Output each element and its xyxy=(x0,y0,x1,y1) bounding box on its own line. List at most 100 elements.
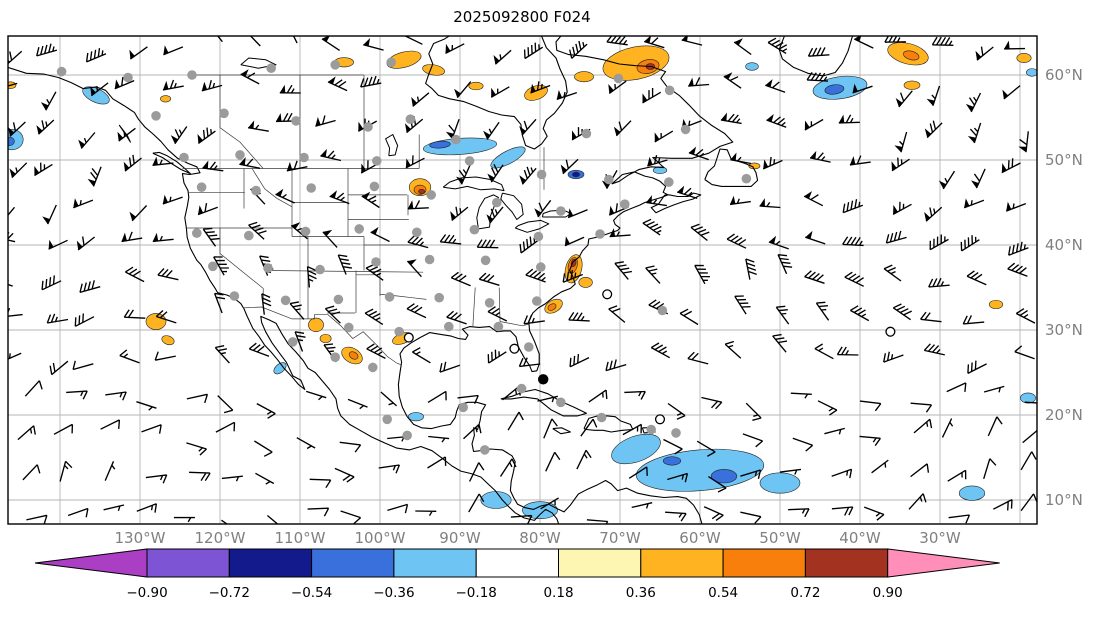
station-dot xyxy=(263,263,273,273)
wind-barb xyxy=(105,392,126,400)
lake-outline xyxy=(515,220,549,232)
wind-barb-pennant xyxy=(1002,90,1008,99)
wind-barb xyxy=(216,422,235,432)
wind-barb-pennant xyxy=(411,97,417,106)
wind-barb xyxy=(967,271,986,285)
wind-barb xyxy=(809,47,830,56)
open-circle-marker xyxy=(510,344,519,353)
wind-barb-pennant xyxy=(41,102,49,110)
lat-tick-label: 60°N xyxy=(1045,66,1083,84)
station-dot xyxy=(451,135,461,145)
wind-barb xyxy=(68,509,88,518)
wind-barb-pennant xyxy=(153,157,159,166)
wind-barb-pennant xyxy=(614,127,620,136)
wind-barb xyxy=(125,267,144,281)
station-dot xyxy=(197,182,207,192)
station-dot xyxy=(179,153,189,163)
anomaly-shaded-region xyxy=(1017,53,1031,62)
wind-barb xyxy=(993,500,1012,511)
station-dot xyxy=(386,58,396,68)
wind-barb xyxy=(457,82,471,98)
wind-barb-pennant xyxy=(198,134,203,143)
station-dot xyxy=(306,183,316,193)
wind-barb xyxy=(581,419,597,436)
coastline xyxy=(553,428,571,434)
wind-barb xyxy=(743,434,763,447)
anomaly-shaded-region xyxy=(579,277,593,287)
wind-barb xyxy=(643,219,662,235)
wind-barb-pennant xyxy=(323,230,332,236)
anomaly-shaded-region xyxy=(746,63,759,71)
wind-barb xyxy=(186,443,206,455)
wind-barb xyxy=(104,505,124,511)
wind-barb-pennant xyxy=(34,166,39,176)
wind-barb xyxy=(37,44,57,56)
colorbar-tick-label: −0.72 xyxy=(209,585,250,601)
wind-barb-pennant xyxy=(810,151,816,159)
wind-barb-pennant xyxy=(124,162,130,171)
anomaly-shaded-region xyxy=(572,172,579,177)
wind-barb-pennant xyxy=(1004,41,1010,49)
wind-barb xyxy=(824,428,844,434)
lon-tick-label: 90°W xyxy=(439,529,481,547)
wind-barb-pennant xyxy=(248,120,254,128)
colorbar-extend-right xyxy=(888,549,1000,577)
station-dot xyxy=(665,86,675,96)
station-dot xyxy=(244,231,254,241)
station-dot xyxy=(681,125,691,135)
colorbar-segment xyxy=(476,549,558,577)
wind-barb-pennant xyxy=(78,140,85,149)
wind-barb xyxy=(42,275,61,289)
wind-barb-pennant xyxy=(450,211,456,220)
station-dot xyxy=(480,445,490,455)
wind-barb xyxy=(290,302,304,320)
wind-barb xyxy=(2,351,21,362)
wind-barb xyxy=(1015,346,1035,359)
wind-barb xyxy=(54,424,72,434)
wind-barb xyxy=(864,507,884,520)
wind-barb-pennant xyxy=(246,29,255,35)
wind-barb xyxy=(746,259,757,280)
anomaly-shaded-region xyxy=(904,81,920,90)
wind-barb xyxy=(805,237,825,244)
anomaly-shaded-region xyxy=(469,82,483,90)
wind-barb-pennant xyxy=(405,123,411,132)
station-dot xyxy=(330,60,340,70)
wind-barb-pennant xyxy=(288,24,297,29)
station-dot xyxy=(534,232,544,242)
station-dot xyxy=(266,63,276,73)
wind-barb-pennant xyxy=(315,117,320,126)
station-dot xyxy=(614,74,624,84)
anomaly-shaded-region xyxy=(663,457,681,466)
wind-barb xyxy=(451,272,470,285)
station-dot xyxy=(123,73,133,83)
station-dot xyxy=(536,262,546,272)
wind-barb-pennant xyxy=(647,157,652,166)
wind-barbs-layer xyxy=(0,24,1046,536)
wind-barb xyxy=(495,50,511,64)
wind-barb xyxy=(407,261,421,277)
wind-barb xyxy=(860,436,881,445)
wind-barb xyxy=(155,352,176,361)
anomaly-shaded-region xyxy=(5,137,15,146)
colorbar-extend-left xyxy=(35,549,147,577)
colorbar-segment xyxy=(805,549,887,577)
wind-barb-pennant xyxy=(491,88,496,98)
station-dot xyxy=(646,425,656,435)
wind-barb xyxy=(735,296,751,314)
wind-barb xyxy=(843,237,864,246)
station-dot xyxy=(517,384,527,394)
wind-barb xyxy=(816,302,828,320)
wind-barb xyxy=(189,472,210,480)
wind-barb xyxy=(187,394,208,403)
wind-barb-pennant xyxy=(839,115,845,123)
wind-barb xyxy=(288,24,297,43)
wind-barb xyxy=(615,262,632,280)
wind-barb xyxy=(348,399,368,408)
station-dot xyxy=(742,174,752,184)
filled-storm-marker xyxy=(538,374,548,384)
station-dot xyxy=(434,293,444,303)
wind-barb-pennant xyxy=(163,81,168,90)
wind-barb xyxy=(818,401,837,415)
